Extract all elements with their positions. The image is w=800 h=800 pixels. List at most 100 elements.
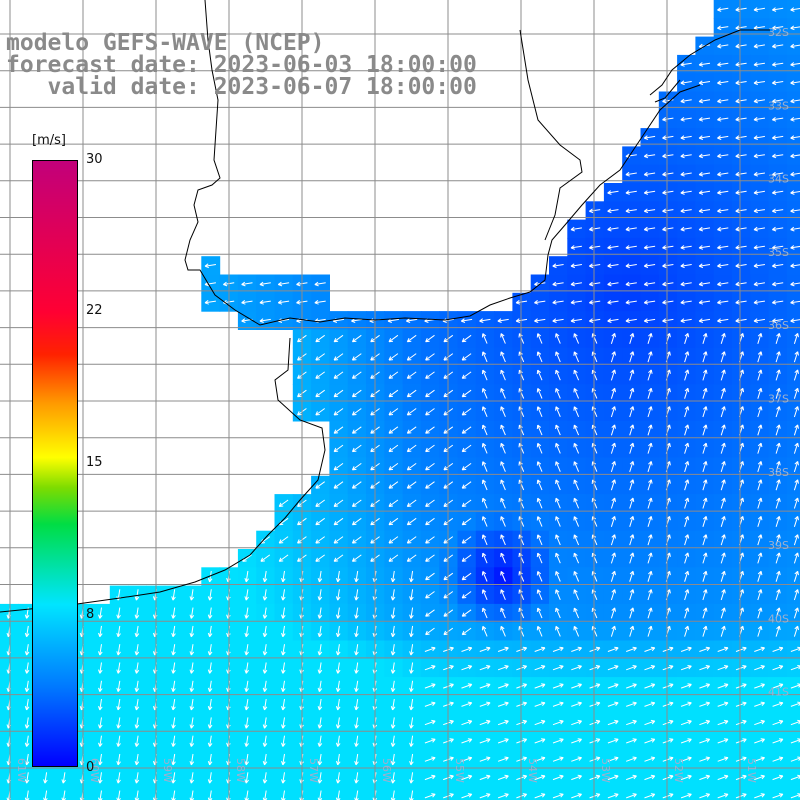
wind-arrow [772, 80, 784, 86]
wind-arrow [607, 300, 619, 305]
wind-arrow [500, 369, 506, 381]
wind-arrow [388, 353, 399, 361]
wind-arrow [388, 499, 399, 507]
wind-arrow [281, 607, 286, 619]
wind-arrow [406, 353, 417, 361]
wind-arrow [662, 683, 674, 689]
wind-arrow [717, 117, 729, 122]
wind-arrow [643, 300, 656, 305]
wind-arrow [647, 442, 653, 454]
wind-arrow [717, 190, 729, 195]
wind-cell [786, 677, 800, 696]
wind-arrow [702, 534, 708, 546]
wind-arrow [573, 424, 580, 436]
wind-arrow [479, 738, 491, 744]
wind-arrow [516, 646, 528, 652]
longitude-label: 57W [307, 758, 320, 783]
wind-arrow [753, 300, 765, 305]
wind-arrow [351, 462, 362, 471]
wind-arrow [281, 680, 286, 692]
wind-arrow [684, 497, 690, 509]
wind-arrow [461, 444, 472, 453]
wind-arrow [753, 318, 765, 323]
wind-arrow [589, 665, 601, 671]
wind-arrow [647, 479, 653, 491]
wind-arrow [772, 98, 784, 104]
wind-arrow [793, 387, 799, 399]
wind-arrow [262, 680, 268, 692]
wind-arrow [735, 98, 747, 104]
wind-arrow [775, 479, 781, 491]
wind-arrow [680, 719, 692, 726]
wind-arrow [772, 263, 784, 269]
wind-arrow [500, 516, 506, 527]
wind-arrow [534, 774, 546, 781]
wind-arrow [262, 662, 268, 674]
wind-arrow [735, 226, 747, 232]
wind-arrow [573, 388, 580, 399]
wind-arrow [207, 772, 213, 784]
wind-arrow [772, 226, 784, 232]
wind-arrow [589, 300, 601, 305]
wind-arrow [735, 80, 747, 86]
wind-arrow [680, 135, 692, 140]
wind-arrow [607, 683, 619, 689]
wind-arrow [644, 683, 656, 689]
wind-arrow [662, 756, 674, 762]
wind-arrow [702, 406, 708, 418]
wind-arrow [497, 683, 509, 689]
wind-arrow [647, 534, 653, 546]
wind-arrow [555, 369, 561, 381]
wind-arrow [735, 683, 747, 689]
wind-arrow [647, 387, 653, 399]
wind-arrow [351, 371, 362, 379]
wind-arrow [461, 646, 473, 652]
wind-arrow [481, 442, 488, 454]
wind-arrow [607, 208, 619, 214]
wind-arrow [461, 627, 472, 636]
wind-arrow [481, 497, 488, 509]
wind-arrow [406, 517, 417, 526]
wind-arrow [684, 625, 690, 637]
wind-arrow [534, 318, 546, 323]
wind-arrow [573, 351, 580, 363]
wind-cell [786, 640, 800, 660]
wind-arrow [315, 389, 325, 398]
wind-arrow [589, 719, 601, 726]
wind-arrow [735, 190, 747, 195]
wind-arrow [662, 208, 674, 214]
wind-arrow [753, 263, 765, 269]
wind-arrow [629, 515, 635, 527]
wind-arrow [625, 208, 637, 214]
wind-arrow [406, 536, 417, 544]
wind-arrow [720, 515, 726, 527]
wind-arrow [680, 208, 692, 214]
wind-arrow [625, 318, 637, 323]
wind-arrow [607, 318, 619, 323]
wind-arrow [735, 701, 747, 707]
wind-arrow [207, 753, 213, 766]
wind-arrow [481, 479, 488, 491]
wind-arrow [793, 534, 799, 546]
wind-arrow [315, 353, 325, 361]
wind-arrow [500, 625, 506, 637]
wind-arrow [571, 774, 582, 781]
wind-arrow [171, 717, 176, 729]
wind-arrow [607, 719, 619, 726]
wind-arrow [629, 442, 635, 454]
wind-arrow [629, 332, 635, 344]
wind-arrow [516, 738, 528, 744]
wind-arrow [629, 589, 635, 601]
forecast-date: forecast date: 2023-06-03 18:00:00 [6, 52, 477, 78]
wind-arrow [793, 479, 799, 491]
wind-arrow [662, 117, 674, 122]
wind-arrow [98, 699, 103, 711]
wind-arrow [754, 646, 765, 652]
wind-arrow [424, 756, 436, 762]
wind-arrow [720, 461, 726, 473]
wind-arrow [717, 738, 729, 744]
coastline-uruguay [184, 0, 701, 326]
wind-arrow [607, 646, 619, 652]
longitude-label: 54W [526, 758, 539, 783]
